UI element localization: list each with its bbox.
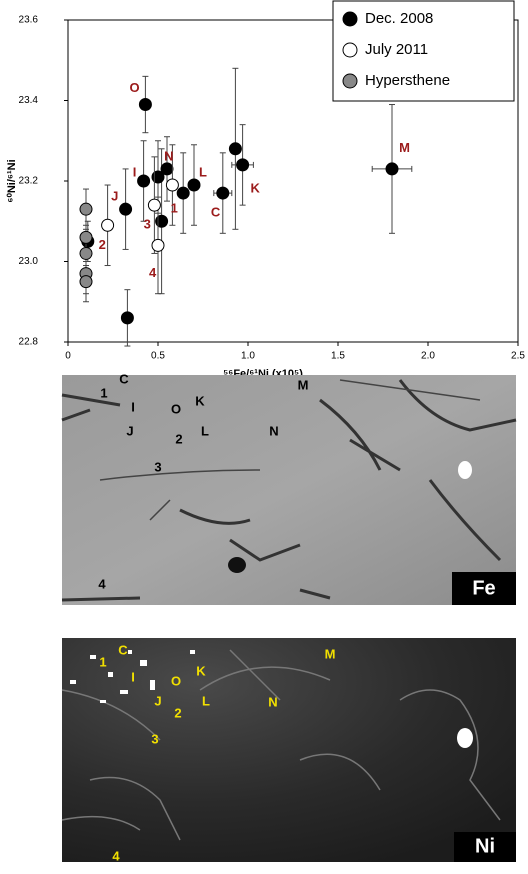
map-label: J <box>154 693 161 708</box>
point-label: 2 <box>99 237 106 252</box>
legend-label: July 2011 <box>365 41 428 58</box>
point <box>166 179 178 191</box>
point <box>161 163 173 175</box>
map-label: 3 <box>151 731 158 746</box>
point <box>80 276 92 288</box>
map-tag: Fe <box>472 577 495 599</box>
map-label: 4 <box>112 848 120 863</box>
x-tick-label: 2.0 <box>421 351 435 362</box>
point <box>237 159 249 171</box>
map-label: L <box>202 693 210 708</box>
point-label: J <box>111 189 118 204</box>
legend-label: Hypersthene <box>365 72 450 89</box>
point <box>121 312 133 324</box>
point <box>217 187 229 199</box>
map-label: C <box>119 371 129 386</box>
map-label: N <box>269 423 278 438</box>
map-label: O <box>171 401 181 416</box>
point <box>188 179 200 191</box>
point <box>229 143 241 155</box>
point-label: I <box>133 164 137 179</box>
fe-spot <box>458 461 472 479</box>
map-label: 2 <box>175 431 182 446</box>
fe-spot <box>228 557 246 573</box>
point <box>80 203 92 215</box>
map-label: 1 <box>100 385 107 400</box>
y-tick-label: 23.0 <box>19 256 39 267</box>
x-tick-label: 0 <box>65 351 71 362</box>
point <box>80 247 92 259</box>
ni-spot <box>457 728 473 748</box>
point <box>152 239 164 251</box>
point-label: 3 <box>144 217 151 232</box>
point <box>138 175 150 187</box>
ni-image <box>62 638 516 862</box>
legend-marker <box>343 12 357 26</box>
x-tick-label: 0.5 <box>151 351 165 362</box>
y-tick-label: 23.6 <box>19 15 39 26</box>
fe-map: C1 I OK J 2 L N M 3 4 Fe <box>62 371 516 605</box>
point-label: 4 <box>149 265 157 280</box>
y-tick-label: 23.4 <box>19 95 39 106</box>
map-label: M <box>298 377 309 392</box>
x-tick-label: 2.5 <box>511 351 525 362</box>
point-label: 1 <box>171 201 178 216</box>
y-tick-label: 23.2 <box>19 176 39 187</box>
point <box>148 199 160 211</box>
point-label: L <box>199 164 207 179</box>
map-label: 1 <box>99 654 106 669</box>
point <box>120 203 132 215</box>
point-label: K <box>251 180 261 195</box>
point <box>156 215 168 227</box>
point-label: M <box>399 140 410 155</box>
map-tag: Ni <box>475 835 495 857</box>
legend-marker <box>343 74 357 88</box>
legend-marker <box>343 43 357 57</box>
point-label: N <box>164 148 173 163</box>
y-tick-label: 22.8 <box>19 337 39 348</box>
map-label: I <box>131 399 135 414</box>
figure: 00.51.01.52.02.522.823.023.223.423.6⁵⁶Fe… <box>0 0 528 869</box>
point <box>139 99 151 111</box>
map-label: 2 <box>174 705 181 720</box>
point-label: C <box>211 205 221 220</box>
ni-map: 1CI OK J2 L N M 3 4 Ni <box>62 638 516 863</box>
map-label: 3 <box>154 459 161 474</box>
map-label: M <box>325 646 336 661</box>
map-label: O <box>171 673 181 688</box>
map-label: C <box>118 642 128 657</box>
map-label: K <box>195 393 205 408</box>
x-tick-label: 1.5 <box>331 351 345 362</box>
legend-label: Dec. 2008 <box>365 10 433 27</box>
map-label: J <box>126 423 133 438</box>
y-axis-label: ⁶⁰Ni/⁶¹Ni <box>6 159 18 202</box>
map-label: I <box>131 669 135 684</box>
point <box>177 187 189 199</box>
point-label: O <box>130 80 140 95</box>
map-label: 4 <box>98 576 106 591</box>
map-label: N <box>268 694 277 709</box>
point <box>80 231 92 243</box>
fe-image <box>62 375 516 605</box>
point <box>102 219 114 231</box>
map-label: K <box>196 663 206 678</box>
map-label: L <box>201 423 209 438</box>
x-tick-label: 1.0 <box>241 351 255 362</box>
point <box>386 163 398 175</box>
